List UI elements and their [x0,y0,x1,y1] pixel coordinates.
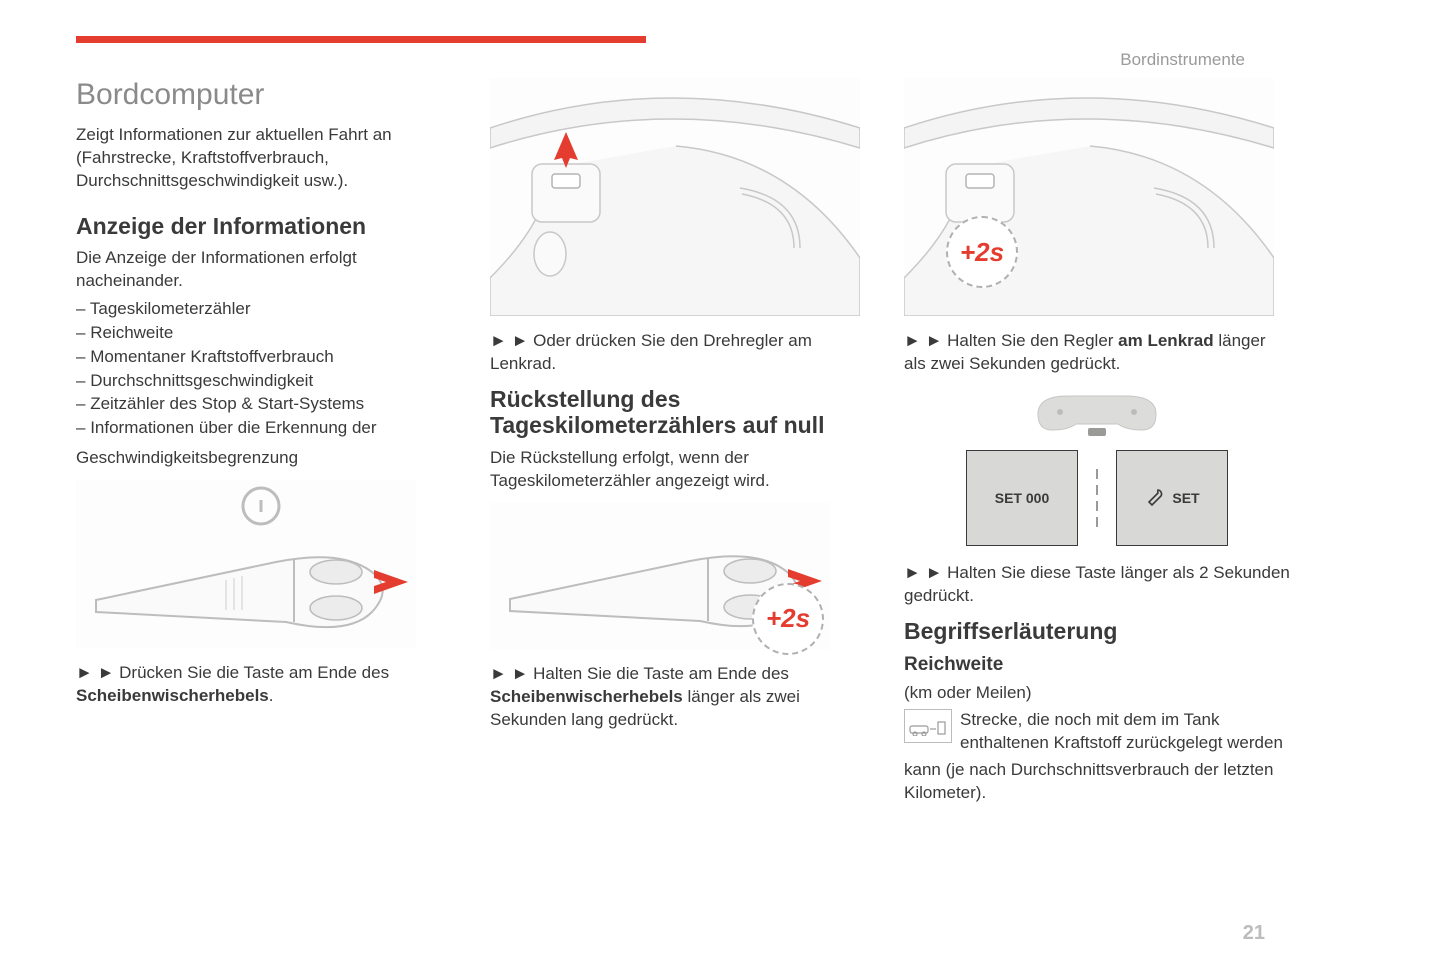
section-begriffe: Begriffserläuterung [904,618,1290,644]
page-number: 21 [1243,922,1265,945]
page-title: Bordcomputer [76,78,462,112]
subsection-reichweite: Reichweite [904,654,1290,676]
badge-2s: +2s [752,583,824,655]
set-box-left: SET 000 [966,450,1078,546]
list-item: Informationen über die Erkennung der [76,416,462,440]
list-item: Momentaner Kraftstoffverbrauch [76,345,462,369]
content-columns: Bordcomputer Zeigt Informationen zur akt… [76,78,1290,805]
list-continuation: Geschwindigkeitsbegrenzung [76,446,462,470]
bullet-text: . [269,686,274,705]
section-anzeige: Anzeige der Informationen [76,213,462,239]
fuel-range-icon [904,709,952,743]
bullet-text: Drücken Sie die Taste am Ende des [119,663,389,682]
section-rueckstellung: Rückstellung des Tageskilometerzählers a… [490,386,876,439]
info-list: Tageskilometerzähler Reichweite Momentan… [76,297,462,440]
wiper-stalk-icon [76,480,416,648]
divider-dashes [1096,469,1098,527]
reichweite-unit: (km oder Meilen) [904,682,1290,705]
column-1: Bordcomputer Zeigt Informationen zur akt… [76,78,462,805]
list-item: Reichweite [76,321,462,345]
set-box-right: SET [1116,450,1228,546]
badge-2s: +2s [946,216,1018,288]
bullet-bold: Scheibenwischerhebels [76,686,269,705]
rueckstellung-lead: Die Rückstellung erfolgt, wenn der Tages… [490,447,876,493]
set-label: SET 000 [995,490,1049,506]
figure-wiper-stalk-2: +2s [490,503,830,649]
column-3: +2s ► Halten Sie den Regler am Lenkrad l… [904,78,1290,805]
figure-steering-wheel-2: +2s [904,78,1274,316]
column-2: ► Oder drücken Sie den Drehregler am Len… [490,78,876,805]
figure-wiper-stalk-1 [76,480,416,648]
bullet-bold: am Lenkrad [1118,331,1213,350]
list-item: Durchschnittsgeschwindigkeit [76,369,462,393]
set-boxes-row: SET 000 SET [904,450,1290,546]
dashboard-cluster-icon [904,386,1290,440]
bullet-hold-stalk: ► Halten Sie die Taste am Ende des Schei… [490,663,876,732]
intro-text: Zeigt Informationen zur aktuellen Fahrt … [76,124,462,193]
bullet-text: Halten Sie den Regler [947,331,1118,350]
header-accent-bar [76,36,646,43]
header-section-label: Bordinstrumente [1120,50,1245,70]
bullet-text: Halten Sie die Taste am Ende des [533,664,789,683]
set-label: SET [1172,490,1199,506]
bullet-hold-wheel: ► Halten Sie den Regler am Lenkrad länge… [904,330,1290,376]
list-item: Zeitzähler des Stop & Start-Systems [76,392,462,416]
list-item: Tageskilometerzähler [76,297,462,321]
anzeige-lead: Die Anzeige der Informationen erfolgt na… [76,247,462,293]
bullet-press-stalk: ► Drücken Sie die Taste am Ende des Sche… [76,662,462,708]
range-text-a: Strecke, die noch mit dem im Tank enthal… [960,709,1290,755]
bullet-hold-button: ► Halten Sie diese Taste länger als 2 Se… [904,562,1290,608]
bullet-bold: Scheibenwischerhebels [490,687,683,706]
figure-steering-wheel-1 [490,78,860,316]
wrench-icon [1144,487,1166,509]
bullet-press-wheel: ► Oder drücken Sie den Drehregler am Len… [490,330,876,376]
range-text-b: kann (je nach Durchschnittsverbrauch der… [904,759,1290,805]
range-block: Strecke, die noch mit dem im Tank enthal… [904,709,1290,755]
steering-wheel-icon [490,78,860,316]
